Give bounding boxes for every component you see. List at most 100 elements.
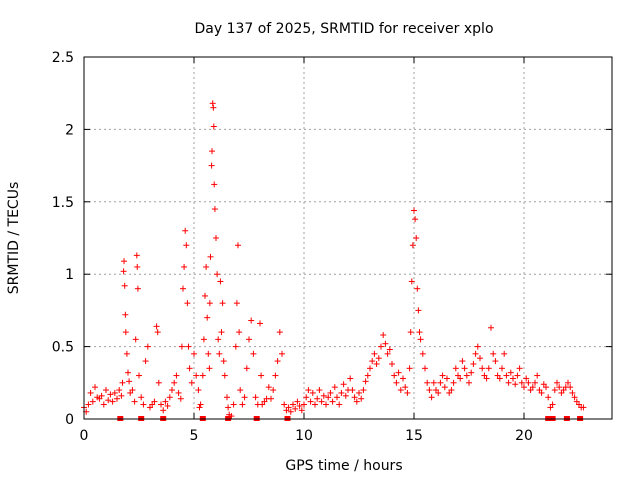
data-point xyxy=(448,387,455,394)
data-point xyxy=(358,395,365,402)
data-point xyxy=(428,394,435,401)
data-point xyxy=(220,358,227,365)
data-point xyxy=(569,389,576,396)
data-point xyxy=(268,395,274,402)
data-point xyxy=(185,343,192,350)
data-point xyxy=(411,207,417,214)
data-point xyxy=(279,350,285,357)
data-point xyxy=(211,181,218,188)
data-point xyxy=(347,375,354,382)
y-tick-label: 1 xyxy=(65,267,74,283)
data-point xyxy=(389,360,395,367)
data-point xyxy=(206,300,213,307)
data-point xyxy=(258,372,265,379)
data-point xyxy=(210,104,217,111)
data-point xyxy=(353,398,360,405)
y-axis-label: SRMTID / TECUs xyxy=(6,182,22,295)
data-point xyxy=(166,394,173,401)
data-point xyxy=(119,379,126,386)
data-point xyxy=(567,384,574,391)
data-point xyxy=(287,408,294,415)
data-point xyxy=(180,285,186,292)
data-point xyxy=(199,372,206,379)
data-point xyxy=(468,369,475,376)
data-point xyxy=(334,394,340,401)
data-point xyxy=(490,350,497,357)
data-point xyxy=(543,384,549,391)
data-point xyxy=(200,336,207,343)
data-point xyxy=(171,379,178,386)
data-point xyxy=(496,375,503,382)
data-point xyxy=(301,401,307,408)
data-point xyxy=(296,402,303,409)
data-point xyxy=(318,398,325,405)
data-point xyxy=(314,395,321,402)
data-point xyxy=(294,398,301,405)
data-point xyxy=(518,379,525,386)
data-point xyxy=(523,375,530,382)
data-point xyxy=(406,365,413,372)
data-point xyxy=(252,394,259,401)
axis-ticks: 0 5 10 15 20 0 0.5 1 1.5 2 2.5 xyxy=(52,50,612,444)
data-point xyxy=(444,375,450,382)
data-point xyxy=(362,378,369,385)
data-point xyxy=(477,355,483,362)
data-point xyxy=(316,387,323,394)
y-tick-label: 2 xyxy=(65,122,74,138)
data-point xyxy=(340,381,347,388)
data-point xyxy=(116,387,123,394)
data-point xyxy=(183,242,190,249)
chart-title: Day 137 of 2025, SRMTID for receiver xpl… xyxy=(194,21,493,37)
data-point xyxy=(323,401,329,408)
data-point xyxy=(525,379,532,386)
data-point xyxy=(485,365,492,372)
data-point xyxy=(452,365,459,372)
data-point xyxy=(338,389,345,396)
data-point xyxy=(131,398,138,405)
data-point xyxy=(459,358,466,365)
data-point xyxy=(203,263,210,270)
data-point xyxy=(120,268,127,275)
data-point xyxy=(416,329,423,336)
data-point xyxy=(329,398,336,405)
data-point xyxy=(305,387,312,394)
data-point xyxy=(188,379,195,386)
data-point xyxy=(121,258,128,265)
data-point xyxy=(133,252,140,259)
data-point xyxy=(285,404,292,411)
data-point xyxy=(215,336,222,343)
data-point xyxy=(205,350,212,357)
data-point xyxy=(92,384,98,391)
data-point xyxy=(122,311,129,318)
data-point xyxy=(250,350,257,357)
data-point xyxy=(407,329,414,336)
data-point xyxy=(182,227,189,234)
data-point xyxy=(87,389,94,396)
data-point xyxy=(367,365,373,372)
data-point xyxy=(211,206,218,213)
data-point xyxy=(107,391,114,398)
data-point xyxy=(177,395,184,402)
data-point xyxy=(274,358,281,365)
data-point xyxy=(534,372,541,379)
data-point xyxy=(378,343,384,350)
data-point xyxy=(551,387,558,394)
data-point xyxy=(265,384,272,391)
data-point xyxy=(461,365,468,372)
data-point xyxy=(312,401,318,408)
data-point xyxy=(538,389,545,396)
data-point xyxy=(208,162,215,169)
data-point xyxy=(292,405,299,412)
data-point xyxy=(516,365,523,372)
data-point xyxy=(232,343,239,350)
data-point xyxy=(89,398,96,405)
data-point xyxy=(111,389,118,396)
data-point xyxy=(219,300,226,307)
data-point xyxy=(303,394,310,401)
data-point xyxy=(441,384,448,391)
data-point xyxy=(382,340,389,347)
data-point xyxy=(235,242,241,249)
y-tick-label: 0 xyxy=(65,412,74,428)
data-point xyxy=(224,394,230,401)
